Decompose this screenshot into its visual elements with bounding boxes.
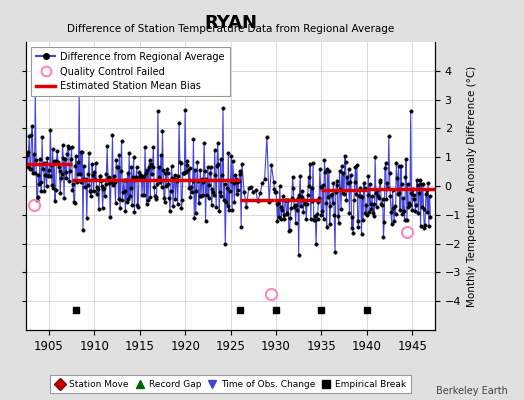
Legend: Station Move, Record Gap, Time of Obs. Change, Empirical Break: Station Move, Record Gap, Time of Obs. C… [50,376,411,394]
Y-axis label: Monthly Temperature Anomaly Difference (°C): Monthly Temperature Anomaly Difference (… [467,65,477,307]
Text: RYAN: RYAN [204,14,257,32]
Text: Berkeley Earth: Berkeley Earth [436,386,508,396]
Legend: Difference from Regional Average, Quality Control Failed, Estimated Station Mean: Difference from Regional Average, Qualit… [31,47,230,96]
Text: Difference of Station Temperature Data from Regional Average: Difference of Station Temperature Data f… [67,24,394,34]
